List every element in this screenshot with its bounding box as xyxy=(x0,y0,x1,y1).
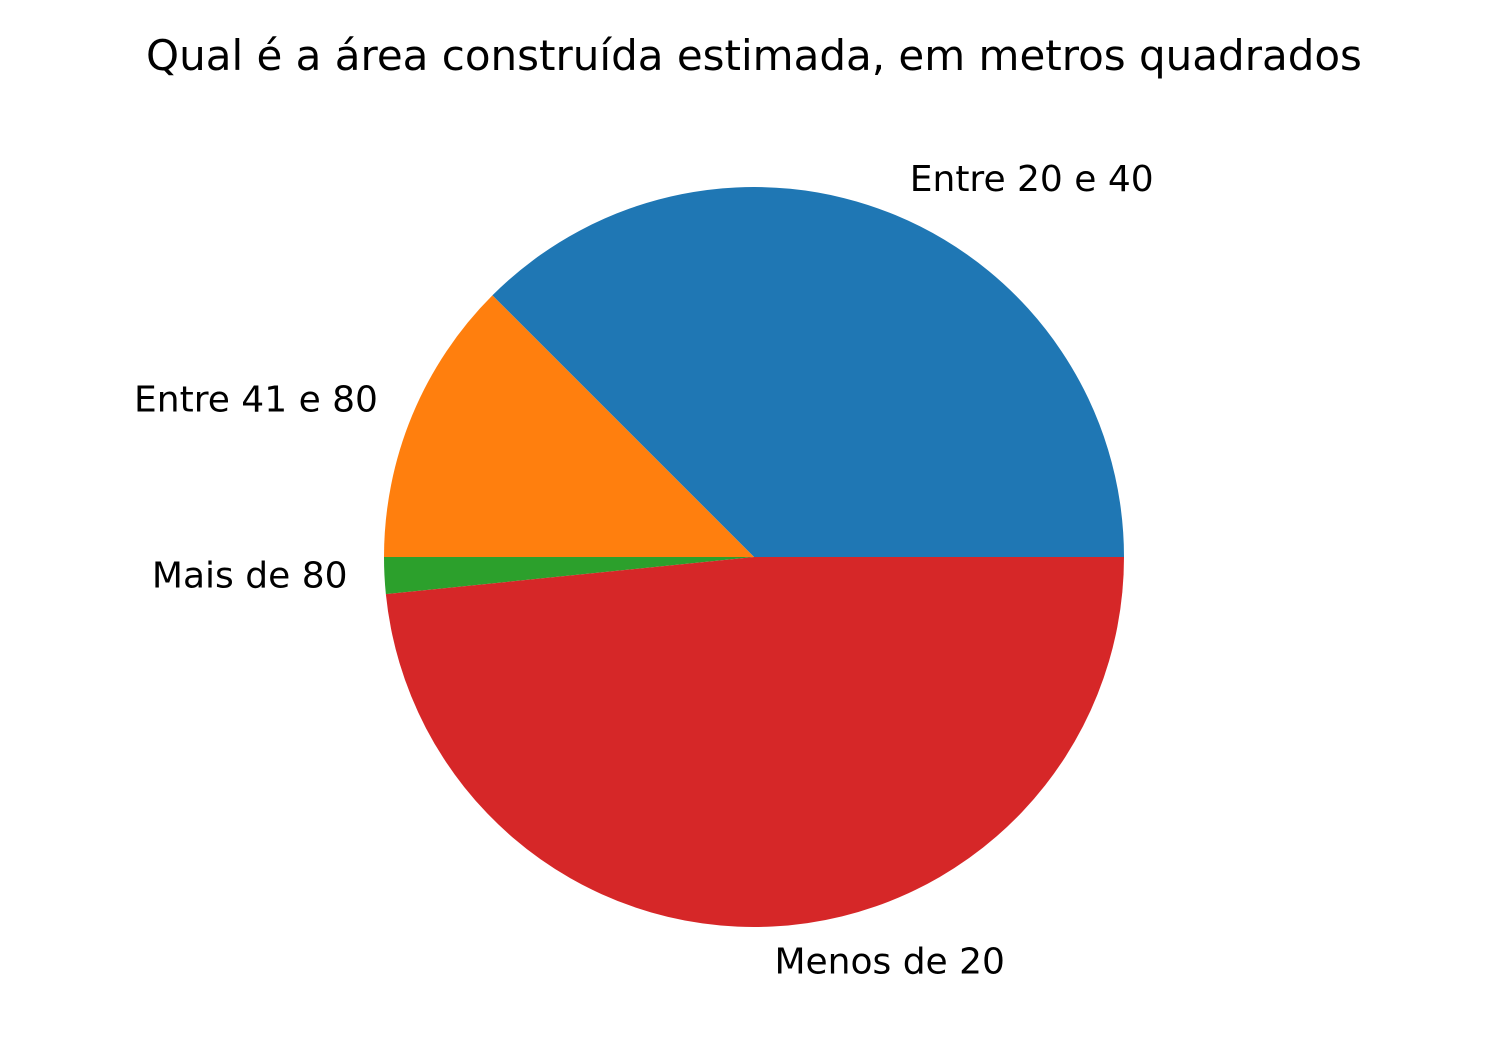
pie-slice-mais-de-80 xyxy=(384,557,754,595)
pie-label-menos-de-20: Menos de 20 xyxy=(774,941,1005,982)
pie-label-entre-20-e-40: Entre 20 e 40 xyxy=(910,159,1154,200)
chart-title: Qual é a área construída estimada, em me… xyxy=(146,31,1362,80)
pie-slice-entre-20-e-40 xyxy=(492,186,1124,557)
pie-slice-menos-de-20 xyxy=(385,557,1124,927)
pie-label-mais-de-80: Mais de 80 xyxy=(152,555,348,596)
pie-label-entre-41-e-80: Entre 41 e 80 xyxy=(134,379,378,420)
pie-slice-entre-41-e-80 xyxy=(384,295,754,557)
pie-slices xyxy=(384,186,1124,927)
pie-labels: Entre 20 e 40 Entre 41 e 80 Mais de 80 Meno… xyxy=(134,159,1154,983)
